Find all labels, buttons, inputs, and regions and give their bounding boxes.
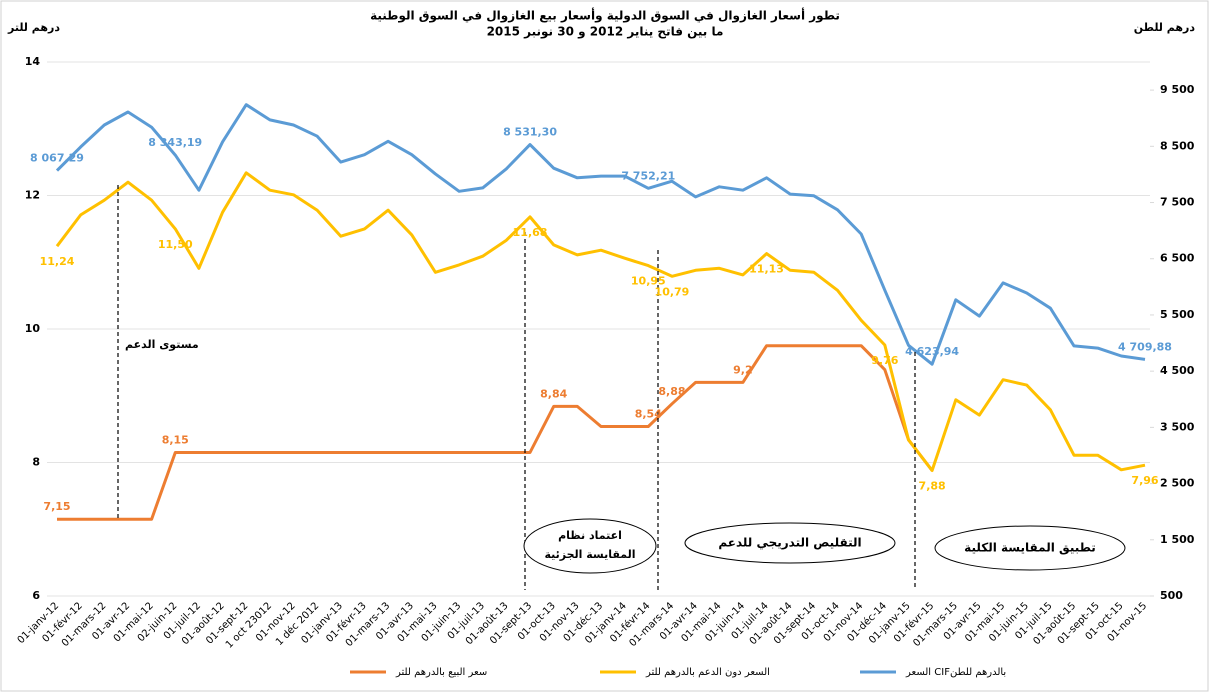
annotation: التقليص التدريجي للدعم — [718, 536, 861, 550]
dividers — [117, 185, 916, 590]
data-label: 10,79 — [655, 285, 690, 298]
data-label: 10,95 — [631, 275, 666, 288]
oval — [523, 518, 657, 574]
y2-tick-label: 3 500 — [1160, 420, 1195, 433]
data-label: 4 709,88 — [1118, 340, 1172, 353]
ovals — [523, 518, 1126, 574]
data-label: 8,15 — [162, 433, 189, 446]
data-label: 8,88 — [658, 385, 685, 398]
legend-label: السعر دون الدعم بالدرهم للتر — [645, 667, 770, 678]
y2-tick-label: 9 500 — [1160, 83, 1195, 96]
data-label: 7,15 — [43, 500, 70, 513]
y2-tick-label: 2 500 — [1160, 477, 1195, 490]
data-label: 8 531,30 — [503, 126, 557, 139]
annotation: مستوى الدعم — [125, 338, 199, 351]
y2-tick-label: 500 — [1160, 589, 1183, 602]
annotation: تطبيق المقايسة الكلية — [964, 541, 1096, 555]
legend-label: سعر البيع بالدرهم للتر — [395, 667, 487, 678]
y-tick-label: 6 — [32, 589, 40, 602]
annotation: المقايسة الجزئية — [544, 548, 635, 561]
oval — [684, 522, 896, 564]
data-label: 8,84 — [540, 387, 567, 400]
data-label: 9,2 — [733, 363, 753, 376]
y-tick-label: 12 — [25, 189, 40, 202]
y2-tick-label: 4 500 — [1160, 364, 1195, 377]
y2-tick-label: 7 500 — [1160, 196, 1195, 209]
chart-subtitle: ما بين فاتح يناير 2012 و 30 نونبر 2015 — [487, 25, 724, 40]
data-label: 8 067,29 — [30, 152, 84, 165]
data-label: 4 623,94 — [905, 345, 959, 358]
y2-tick-label: 8 500 — [1160, 139, 1195, 152]
data-label: 11,24 — [40, 255, 75, 268]
oval — [934, 525, 1126, 571]
annotation: اعتماد نظام — [558, 529, 622, 542]
series-line — [55, 103, 1146, 366]
data-label: 7 752,21 — [621, 169, 675, 182]
data-label: 11,13 — [749, 263, 784, 276]
data-label: 7,96 — [1131, 474, 1158, 487]
chart-title: تطور أسعار الغازوال في السوق الدولية وأس… — [370, 8, 840, 24]
data-label: 7,88 — [919, 480, 946, 493]
y2-tick-label: 1 500 — [1160, 533, 1195, 546]
y2-axis-label: درهم للطن — [1134, 21, 1196, 34]
data-label: 8 343,19 — [148, 136, 202, 149]
y2-tick-label: 5 500 — [1160, 308, 1195, 321]
data-label: 8,54 — [635, 407, 662, 420]
legend-label: السعر CIFبالدرهم للطن — [905, 667, 1006, 678]
series-line — [57, 344, 934, 521]
y2-tick-label: 6 500 — [1160, 252, 1195, 265]
data-label: 11,50 — [158, 238, 193, 251]
series-line — [55, 171, 1146, 472]
y-axis-label: درهم للتر — [7, 21, 60, 34]
y-tick-label: 8 — [32, 456, 40, 469]
y-tick-label: 14 — [25, 55, 41, 68]
data-label: 11,68 — [513, 226, 548, 239]
data-label: 9,76 — [871, 354, 898, 367]
y-tick-label: 10 — [25, 322, 41, 335]
